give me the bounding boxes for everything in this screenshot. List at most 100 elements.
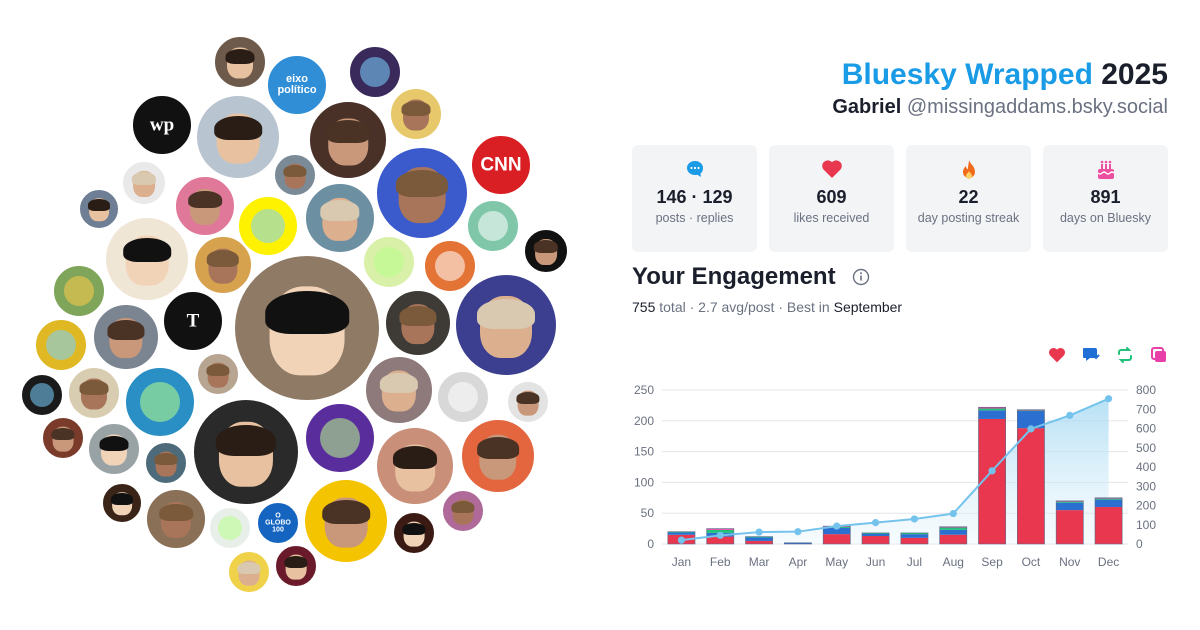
- bar-quotes: [978, 407, 1006, 409]
- y2-tick-label: 300: [1136, 479, 1156, 493]
- bar-replies: [823, 527, 851, 535]
- bar-reposts: [745, 536, 773, 538]
- user-line: Gabriel @missingaddams.bsky.social: [832, 96, 1168, 119]
- bar-reposts: [861, 532, 890, 534]
- engagement-title: Your Engagement: [632, 263, 836, 290]
- bar-likes: [861, 535, 890, 544]
- avatar: [384, 289, 452, 357]
- bar-quotes: [1017, 409, 1045, 411]
- engagement-summary: 755 total · 2.7 avg/post · Best in Septe…: [632, 299, 903, 315]
- y2-tick-label: 200: [1136, 499, 1156, 513]
- avatar: [213, 35, 267, 89]
- avatar: [192, 398, 300, 506]
- bar-replies: [1017, 410, 1045, 429]
- quote-icon[interactable]: [1150, 346, 1168, 364]
- bar-replies: [900, 534, 929, 538]
- bar-outline: [745, 536, 773, 545]
- stat-card-posts: 146 · 129 posts · replies: [632, 145, 757, 252]
- bar-replies: [1094, 499, 1123, 508]
- avatar: [304, 182, 376, 254]
- avatar: [208, 506, 252, 550]
- engagement-chart: 0 50 100 150 200 250 0 100 200 300 400 500 600 700 800…: [634, 383, 1156, 569]
- nytimes-avatar: T: [162, 290, 224, 352]
- y-tick-label: 50: [641, 506, 655, 520]
- bar-outline: [939, 526, 968, 545]
- avatar: [78, 188, 120, 230]
- y2-tick-label: 500: [1136, 441, 1156, 455]
- y2-tick-label: 700: [1136, 402, 1156, 416]
- stat-label: day posting streak: [917, 211, 1020, 225]
- total-value: 755: [632, 299, 656, 315]
- heart-icon: [769, 159, 894, 181]
- avatar: [145, 488, 207, 550]
- bar-reposts: [1094, 498, 1123, 500]
- avatar: [303, 478, 389, 564]
- bar-outline: [784, 542, 812, 545]
- bar-quotes: [706, 528, 734, 530]
- avatar: [144, 441, 188, 485]
- bar-replies: [745, 537, 773, 541]
- avatar: [193, 235, 253, 295]
- avatar: [52, 264, 106, 318]
- line-point: [1066, 411, 1074, 420]
- avatar: [273, 153, 317, 197]
- bar-outline: [1055, 500, 1084, 545]
- cake-icon: [1043, 159, 1168, 181]
- line-point: [988, 467, 996, 475]
- bar-likes: [939, 534, 967, 544]
- stat-card-likes: 609 likes received: [769, 145, 894, 252]
- avatar: [436, 370, 490, 424]
- year-label: 2025: [1101, 58, 1168, 91]
- bar-outline: [861, 532, 890, 545]
- avatar-cloud: eixo político wp CNN T O GLOBO 100: [20, 35, 569, 594]
- page-title: Bluesky Wrapped 2025: [842, 58, 1168, 92]
- y2-tick-label: 400: [1136, 460, 1156, 474]
- chart-legend: [1048, 346, 1168, 364]
- x-tick-label: Jan: [672, 555, 691, 569]
- bar-outline: [900, 532, 929, 545]
- flame-icon: [906, 159, 1031, 181]
- brand-title: Bluesky Wrapped: [841, 58, 1093, 91]
- avatar: [92, 303, 160, 371]
- avatar: [121, 160, 167, 206]
- bar-outline: [1017, 409, 1045, 545]
- y-tick-label: 250: [634, 383, 654, 397]
- y-tick-label: 150: [634, 445, 654, 459]
- avatar: [174, 175, 236, 237]
- avatar: [304, 402, 376, 474]
- reply-icon[interactable]: [1082, 346, 1100, 364]
- line-point: [871, 519, 880, 527]
- wrapped-panel: Bluesky Wrapped 2025 Gabriel @missingadd…: [620, 0, 1180, 630]
- bar-replies: [939, 529, 967, 535]
- bar-likes: [745, 540, 773, 544]
- avatar: [34, 318, 88, 372]
- x-tick-label: Mar: [749, 555, 770, 569]
- bar-outline: [978, 406, 1006, 545]
- line-point: [677, 536, 686, 544]
- repost-icon[interactable]: [1116, 346, 1134, 364]
- y-tick-label: 100: [634, 475, 654, 489]
- bar-replies: [667, 532, 696, 535]
- bar-reposts: [900, 532, 929, 535]
- washington-post-avatar: wp: [131, 94, 193, 156]
- avatar: [454, 273, 558, 377]
- heart-icon[interactable]: [1048, 346, 1066, 364]
- x-tick-label: Jun: [866, 555, 885, 569]
- stat-label: days on Bluesky: [1059, 211, 1152, 225]
- bar-likes: [1017, 428, 1045, 544]
- x-tick-label: Nov: [1059, 555, 1080, 569]
- bar-quotes: [1056, 500, 1084, 502]
- avg-label: 2.7 avg/post: [698, 299, 775, 315]
- line-point: [794, 528, 802, 536]
- y2-tick-label: 100: [1136, 518, 1156, 532]
- x-tick-label: Jul: [907, 555, 922, 569]
- bar-reposts: [1017, 410, 1045, 412]
- line-point: [949, 509, 957, 518]
- bar-reposts: [706, 529, 734, 533]
- info-icon[interactable]: [852, 268, 870, 291]
- bar-reposts: [939, 527, 967, 530]
- line-point: [1027, 425, 1035, 433]
- avatar: [506, 380, 550, 424]
- cnn-avatar: CNN: [470, 134, 532, 196]
- avatar: [375, 146, 469, 240]
